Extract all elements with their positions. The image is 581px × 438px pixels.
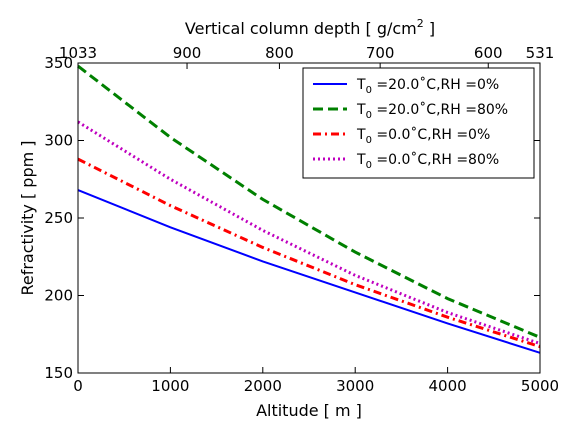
- legend-entry-main: T: [356, 77, 366, 93]
- y-tick-label: 300: [44, 132, 73, 150]
- x-tick-label: 3000: [336, 377, 374, 395]
- series-line-1: [77, 189, 541, 354]
- top-axis-label-end: ]: [424, 19, 435, 38]
- x-tick-label: 1000: [151, 377, 189, 395]
- legend-entry-rest: =20.0˚C,RH =80%: [372, 101, 508, 118]
- legend-entry-sub: 0: [366, 110, 372, 121]
- y-tick-label: 150: [44, 364, 73, 382]
- legend-entry-sub: 0: [366, 85, 372, 96]
- legend-entry-label: T0 =20.0˚C,RH =80%: [356, 101, 508, 121]
- top-tick-label: 600: [474, 44, 503, 62]
- legend-entry-label: T0 =0.0˚C,RH =80%: [356, 151, 499, 171]
- top-tick-label: 531: [526, 44, 555, 62]
- legend-entry-rest: =0.0˚C,RH =80%: [372, 151, 499, 168]
- y-tick-label: 200: [44, 287, 73, 305]
- legend-entry-label: T0 =0.0˚C,RH =0%: [356, 126, 490, 146]
- series-line-2: [77, 64, 541, 339]
- legend-entry-main: T: [356, 102, 366, 118]
- legend-entry-main: T: [356, 152, 366, 168]
- y-tick-label: 250: [44, 209, 73, 227]
- x-tick-label: 0: [73, 377, 83, 395]
- top-tick-label: 900: [173, 44, 202, 62]
- legend: T0 =20.0˚C,RH =0%T0 =20.0˚C,RH =80%T0 =0…: [302, 67, 535, 179]
- x-tick-label: 4000: [429, 377, 467, 395]
- y-axis-label: Refractivity [ ppm ]: [18, 140, 37, 295]
- series-line-3: [77, 157, 541, 349]
- top-axis-label-main: Vertical column depth [ g/cm: [185, 19, 417, 38]
- top-tick-label: 1033: [59, 44, 97, 62]
- x-tick-label: 5000: [521, 377, 559, 395]
- legend-entry-rest: =20.0˚C,RH =0%: [372, 76, 499, 93]
- y-tick-label: 350: [44, 54, 73, 72]
- top-axis-label-sup: 2: [417, 17, 424, 30]
- legend-entry-sub: 0: [366, 160, 372, 171]
- x-axis-label: Altitude [ m ]: [256, 401, 362, 420]
- legend-box: [302, 67, 535, 179]
- top-tick-label: 700: [366, 44, 395, 62]
- legend-entry-sub: 0: [366, 135, 372, 146]
- x-tick-label: 2000: [244, 377, 282, 395]
- top-tick-label: 800: [265, 44, 294, 62]
- series-line-4: [77, 120, 541, 345]
- legend-entry-main: T: [356, 127, 366, 143]
- legend-entry-label: T0 =20.0˚C,RH =0%: [356, 76, 499, 96]
- legend-entry-rest: =0.0˚C,RH =0%: [372, 126, 490, 143]
- series-layer: [77, 64, 541, 354]
- top-axis-label: Vertical column depth [ g/cm2 ]: [185, 17, 435, 38]
